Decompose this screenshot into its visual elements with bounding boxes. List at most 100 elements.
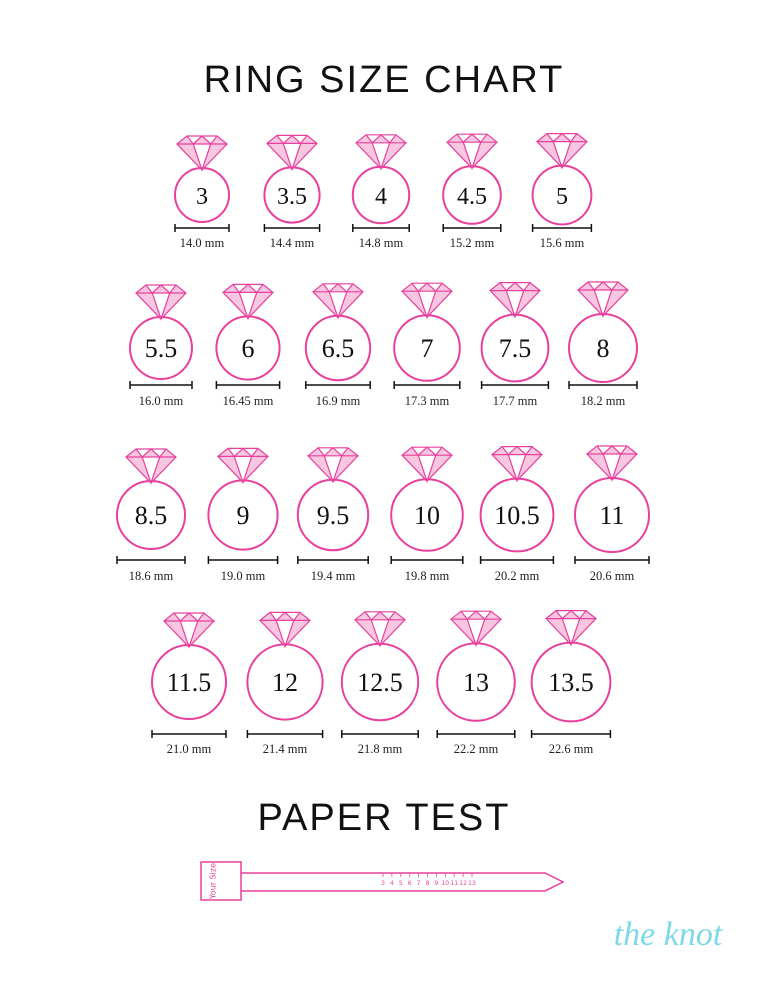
ring-band xyxy=(568,313,638,383)
diamond xyxy=(354,610,406,648)
diamond xyxy=(125,448,177,485)
ring: 4.5 15.2 mm xyxy=(442,133,502,250)
ring-size: 6.5 xyxy=(322,334,355,363)
measure-bar xyxy=(151,730,227,738)
ring: 6.5 16.9 mm xyxy=(304,282,372,408)
ring-size: 12.5 xyxy=(357,668,403,697)
diamond xyxy=(446,133,498,171)
diamond xyxy=(491,445,543,483)
measure-bar xyxy=(531,224,593,232)
diamond xyxy=(545,609,597,647)
diamond xyxy=(163,612,215,649)
diamond xyxy=(401,282,453,320)
ring: 3.5 14.4 mm xyxy=(263,134,321,250)
ring-band xyxy=(393,314,461,382)
ring-size: 12 xyxy=(272,668,298,697)
logo: the knot xyxy=(614,916,724,953)
scale-label: 13 xyxy=(468,880,476,887)
measure-bar xyxy=(442,224,502,232)
ring: 13 22.2 mm xyxy=(436,610,516,756)
ring-size: 10 xyxy=(414,501,440,530)
scale-label: 3 xyxy=(381,880,385,887)
ring-band xyxy=(390,478,464,552)
mm-label: 17.3 mm xyxy=(405,394,450,408)
ring: 10 19.8 mm xyxy=(390,446,464,583)
ring-size: 11 xyxy=(599,501,624,530)
ring-size: 13.5 xyxy=(548,668,594,697)
ring: 11.5 21.0 mm xyxy=(151,612,227,756)
ring-band xyxy=(351,165,411,225)
ring-size: 8 xyxy=(597,334,610,363)
ring-size: 11.5 xyxy=(167,668,212,697)
ring: 10.5 20.2 mm xyxy=(479,445,555,583)
ring-band xyxy=(263,166,321,224)
mm-label: 22.2 mm xyxy=(454,742,499,756)
ring-size: 4 xyxy=(375,184,387,210)
measure-bar xyxy=(116,556,186,564)
measure-bar xyxy=(263,224,321,232)
measure-bar xyxy=(480,381,550,389)
ring-band xyxy=(129,316,193,380)
measure-bar xyxy=(341,730,419,738)
ring-size: 3.5 xyxy=(277,184,307,210)
measure-bar xyxy=(215,381,281,389)
scale-label: 4 xyxy=(390,880,394,887)
ring: 9 19.0 mm xyxy=(207,447,279,583)
ring-band xyxy=(340,642,420,722)
ring-band xyxy=(246,643,324,721)
ring-band xyxy=(151,644,227,720)
ring-size: 4.5 xyxy=(457,184,487,210)
mm-label: 18.2 mm xyxy=(581,394,626,408)
measure-bar xyxy=(297,556,369,564)
mm-label: 21.0 mm xyxy=(167,742,212,756)
mm-label: 16.45 mm xyxy=(223,394,274,408)
mm-label: 21.4 mm xyxy=(263,742,308,756)
diamond xyxy=(222,283,274,321)
measure-bar xyxy=(393,381,461,389)
measure-bar xyxy=(390,556,464,564)
ring-band xyxy=(116,480,186,550)
mm-label: 20.2 mm xyxy=(495,569,540,583)
scale-label: 7 xyxy=(417,880,421,887)
measure-bar xyxy=(352,224,410,232)
measure-bar xyxy=(568,381,638,389)
paper-test-title: PAPER TEST xyxy=(258,797,511,839)
ring-size: 7 xyxy=(421,334,434,363)
paper-strip xyxy=(200,861,565,901)
ring-band xyxy=(296,478,370,552)
mm-label: 16.9 mm xyxy=(316,394,361,408)
ring: 8.5 18.6 mm xyxy=(116,448,186,583)
mm-label: 16.0 mm xyxy=(139,394,184,408)
scale-label: 12 xyxy=(459,880,467,887)
ring-band xyxy=(479,477,555,553)
ring-size: 6 xyxy=(242,334,255,363)
strip-band xyxy=(241,872,565,892)
ring-size: 8.5 xyxy=(135,501,168,530)
ring: 4 14.8 mm xyxy=(351,133,411,250)
mm-label: 15.2 mm xyxy=(450,236,495,250)
ring-size: 9.5 xyxy=(317,501,350,530)
ring: 12 21.4 mm xyxy=(246,611,324,756)
mm-label: 19.4 mm xyxy=(311,569,356,583)
diamond xyxy=(536,132,588,170)
ring-size: 13 xyxy=(463,668,489,697)
ring-size: 5 xyxy=(556,184,568,210)
scale-label: 9 xyxy=(434,880,438,887)
strip-scale: 3 4 5 6 7 8 9 10 11 12 13 xyxy=(381,873,476,887)
title: RING SIZE CHART xyxy=(204,59,565,101)
ring-band xyxy=(304,314,372,382)
ring-grid: 3 14.0 mm 3.5 14.4 mm 4 14.8 mm 4.5 15.2 mm 5 15.… xyxy=(116,132,650,756)
measure-bar xyxy=(530,730,612,738)
ring-band xyxy=(442,165,502,225)
ring-band xyxy=(531,164,593,226)
ring-size: 5.5 xyxy=(145,334,178,363)
ring-size: 7.5 xyxy=(499,334,532,363)
ring: 9.5 19.4 mm xyxy=(296,446,370,583)
mm-label: 21.8 mm xyxy=(358,742,403,756)
ring-band xyxy=(215,315,281,381)
scale-label: 6 xyxy=(408,880,412,887)
mm-label: 20.6 mm xyxy=(590,569,635,583)
mm-label: 14.0 mm xyxy=(180,236,225,250)
ring: 8 18.2 mm xyxy=(568,281,638,408)
